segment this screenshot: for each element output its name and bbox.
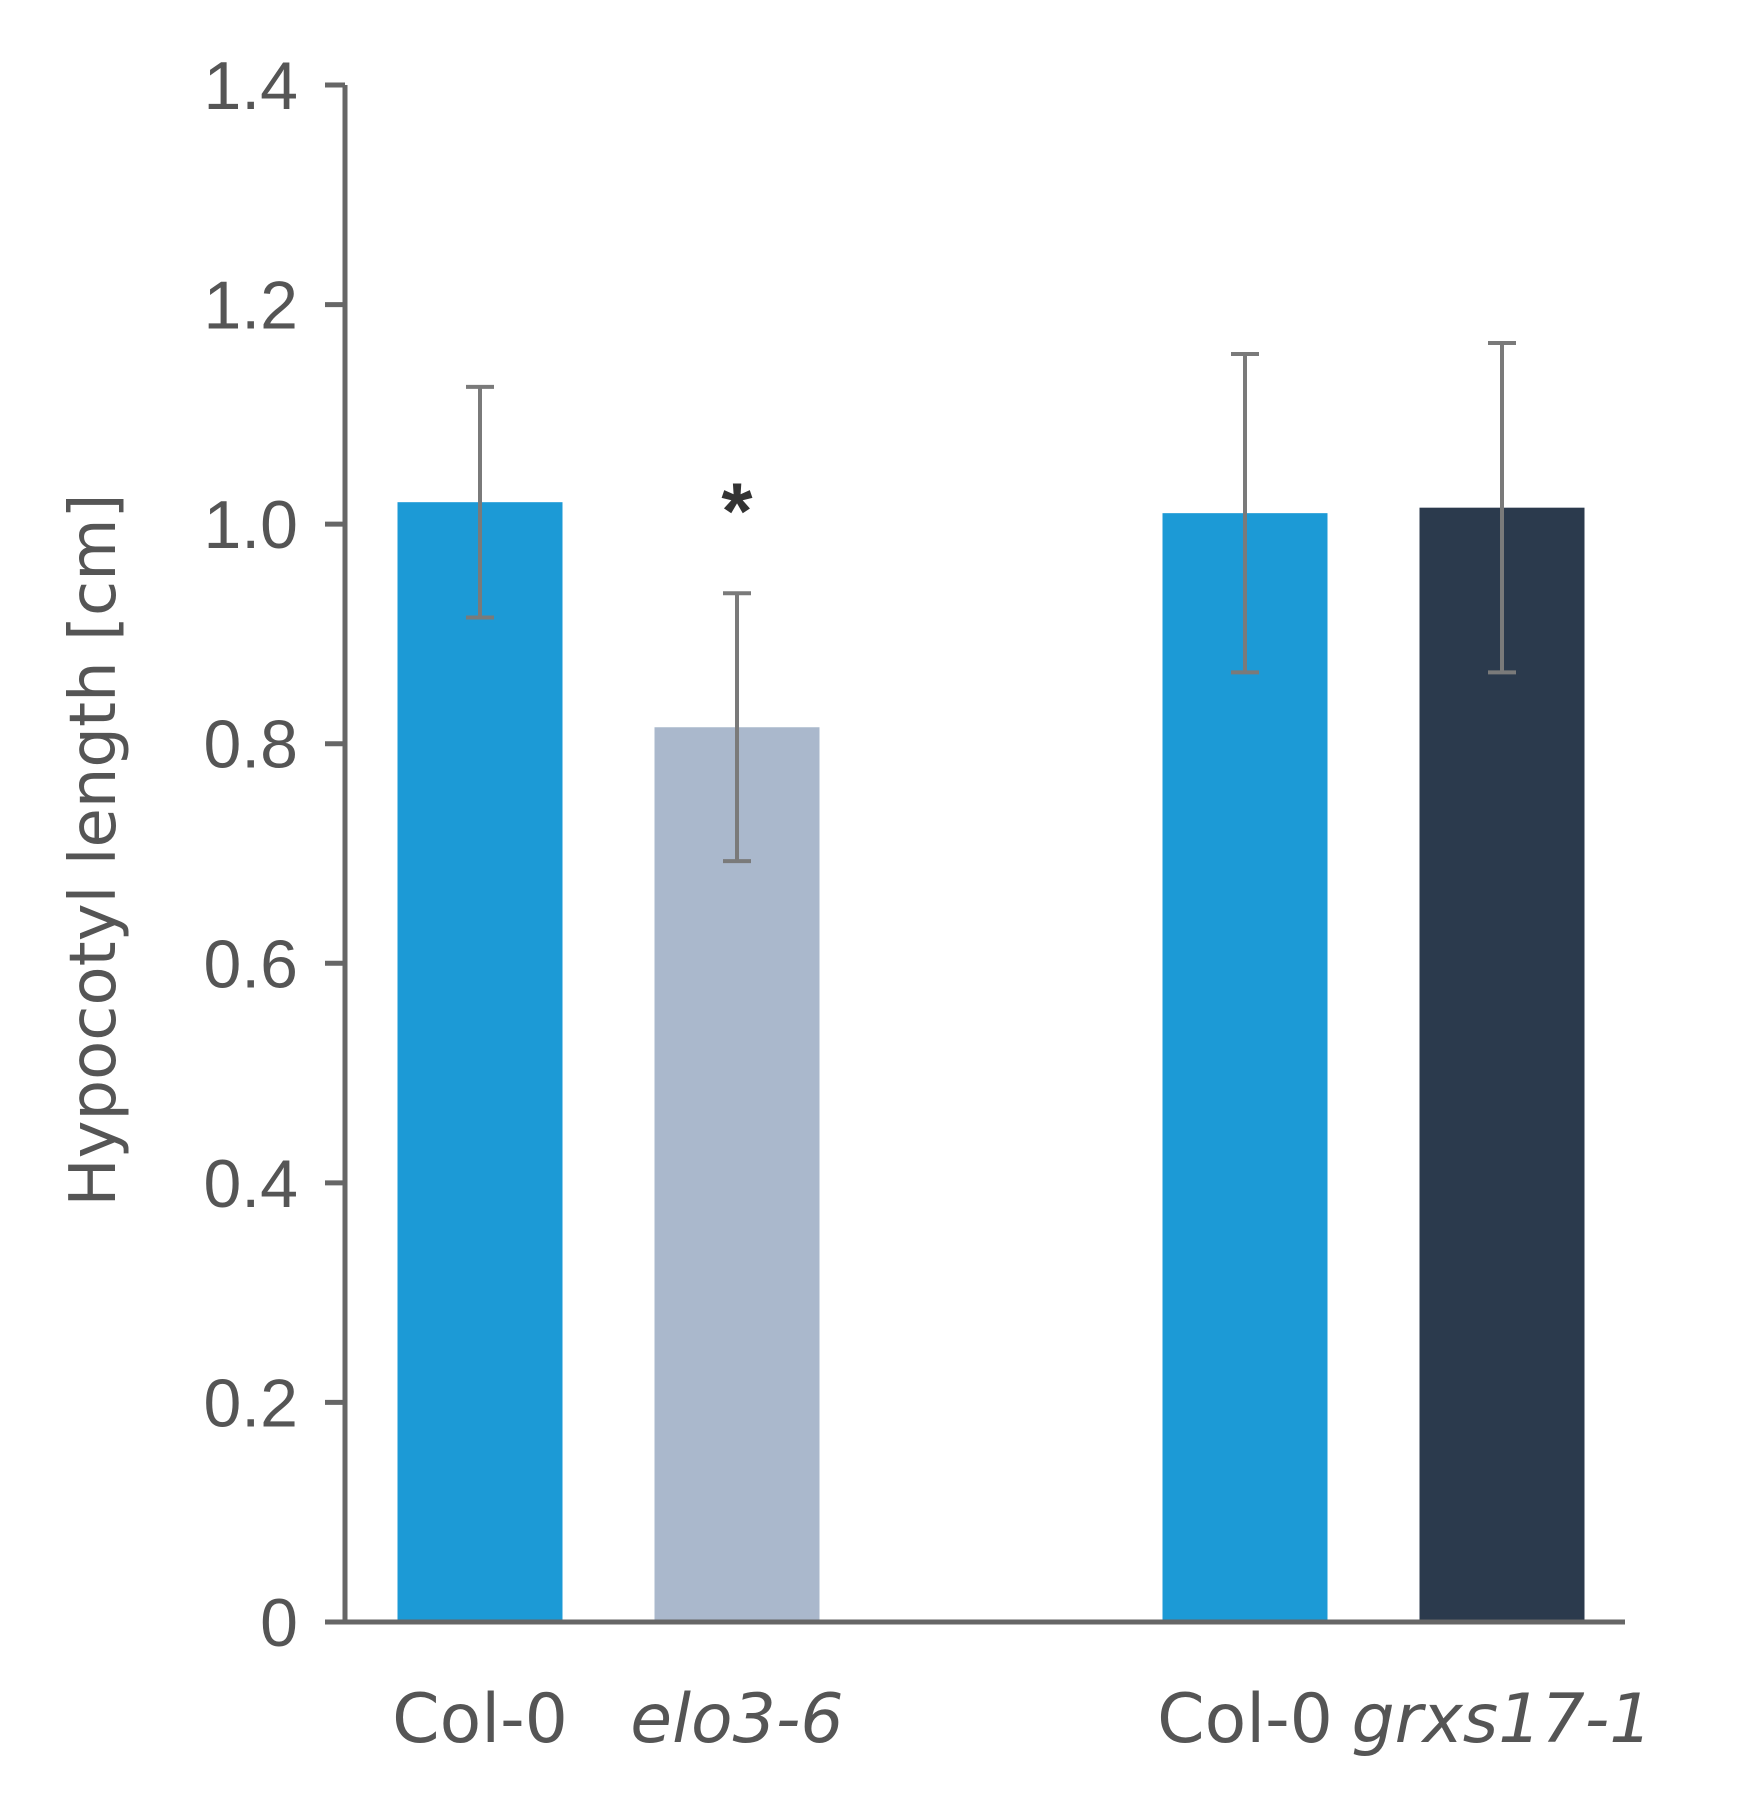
x-category-label-3: Col-0 [1157,1680,1333,1759]
y-tick-label-2: 0.4 [203,1146,298,1222]
x-category-label-1: Col-0 [392,1680,568,1759]
y-tick-label-7: 1.4 [203,48,298,124]
y-tick-label-4: 0.8 [203,707,298,783]
y-tick-label-1: 0.2 [203,1365,298,1441]
significance-mark-1: * [721,466,753,555]
x-category-label-2: elo3-6 [630,1680,843,1759]
bar-4 [1419,507,1585,1622]
bar-2 [654,727,820,1622]
y-axis-title: Hypocotyl length [cm] [57,493,131,1206]
y-tick-label-6: 1.2 [203,268,298,344]
bar-1 [397,502,563,1623]
x-category-label-4: grxs17-1 [1351,1680,1652,1759]
y-tick-label-3: 0.6 [203,926,298,1002]
y-tick-label-0: 0 [260,1585,298,1661]
bar-3 [1162,513,1328,1622]
y-tick-label-5: 1.0 [203,487,298,563]
